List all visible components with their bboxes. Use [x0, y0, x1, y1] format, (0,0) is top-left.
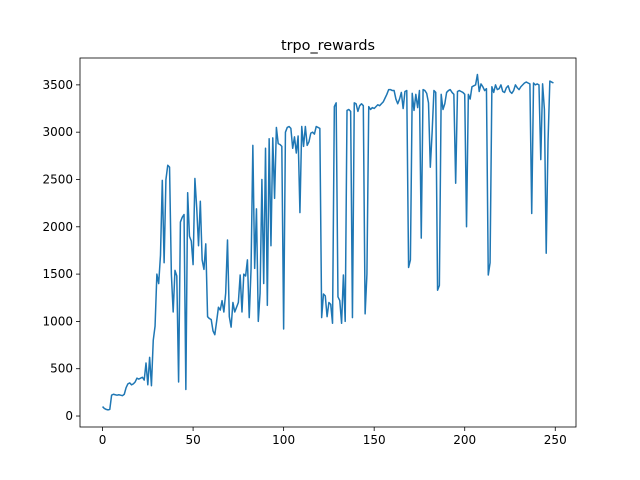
x-tick-label: 150: [363, 433, 386, 447]
chart-title: trpo_rewards: [281, 38, 375, 54]
y-tick-label: 1000: [42, 314, 73, 328]
x-tick-label: 50: [185, 433, 200, 447]
y-tick-label: 3000: [42, 125, 73, 139]
axes-frame: [79, 57, 577, 428]
y-tick-label: 1500: [42, 267, 73, 281]
y-tick-label: 3500: [42, 78, 73, 92]
y-tick-label: 2500: [42, 172, 73, 186]
x-tick-label: 0: [99, 433, 107, 447]
x-tick-label: 100: [272, 433, 295, 447]
series-line: [102, 73, 554, 411]
y-tick-label: 0: [65, 409, 73, 423]
y-tick-label: 500: [50, 362, 73, 376]
y-tick-label: 2000: [42, 220, 73, 234]
x-tick-label: 200: [453, 433, 476, 447]
x-tick-label: 250: [544, 433, 567, 447]
